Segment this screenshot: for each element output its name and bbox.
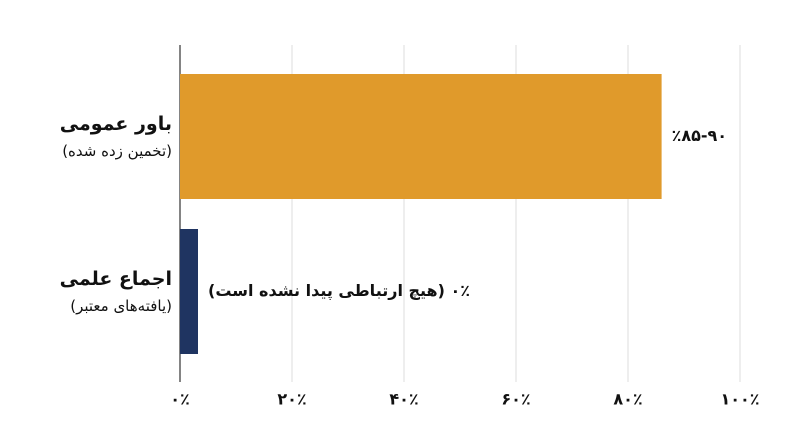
- bar: [180, 229, 198, 354]
- x-tick-label: ۶۰٪: [501, 390, 530, 409]
- bar: [180, 74, 662, 199]
- x-tick-label: ۲۰٪: [277, 390, 306, 409]
- x-tick-label: ۱۰۰٪: [720, 390, 759, 409]
- x-tick-label: ۸۰٪: [613, 390, 642, 409]
- x-tick-label: ۰٪: [170, 390, 190, 409]
- value-label: ۰٪ (هیچ ارتباطی پیدا نشده است): [208, 281, 470, 301]
- x-tick-label: ۴۰٪: [389, 390, 418, 409]
- category-sublabel: (تخمین زده شده): [62, 142, 172, 160]
- category-sublabel: (یافته‌های معتبر): [70, 297, 172, 315]
- value-label: ٪۸۵-۹۰: [672, 126, 727, 145]
- category-label: باور عمومی: [60, 113, 172, 135]
- category-label: اجماع علمی: [60, 268, 172, 290]
